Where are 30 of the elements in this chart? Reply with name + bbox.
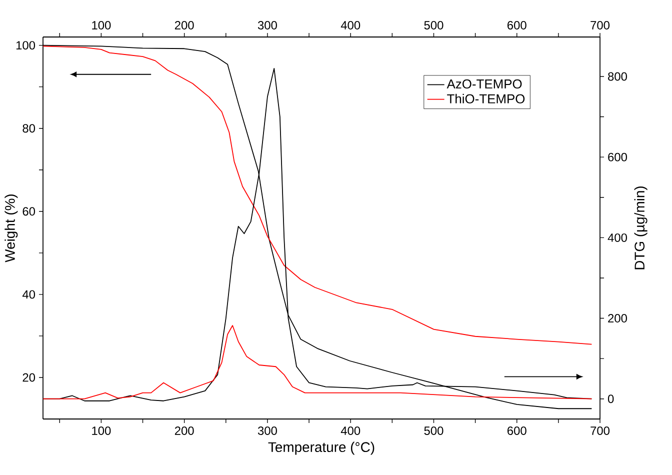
y2-tick-label: 600 xyxy=(608,152,627,162)
x2-tick-label: 700 xyxy=(590,21,610,30)
y-tick-label: 40 xyxy=(22,290,36,299)
y-tick-label: 80 xyxy=(22,124,36,133)
y-axis-title: Weight (%) xyxy=(4,194,18,262)
y2-tick-label: 0 xyxy=(608,394,614,404)
x-tick-label: 500 xyxy=(424,426,444,435)
y2-tick-label: 800 xyxy=(608,72,627,81)
x2-tick-label: 400 xyxy=(340,21,360,30)
x-axis-title: Temperature (°C) xyxy=(268,442,374,455)
x2-tick-label: 300 xyxy=(258,21,277,30)
x-tick-label: 300 xyxy=(258,426,277,435)
x-tick-label: 600 xyxy=(508,426,526,435)
x2-tick-label: 100 xyxy=(92,21,111,30)
legend-label: AzO-TEMPO xyxy=(446,79,522,89)
x-tick-label: 700 xyxy=(590,426,610,435)
x2-tick-label: 200 xyxy=(174,21,194,30)
x2-tick-label: 600 xyxy=(508,21,526,30)
legend-label: ThiO-TEMPO xyxy=(447,94,525,104)
y-tick-label: 100 xyxy=(16,41,36,50)
x2-tick-label: 500 xyxy=(424,21,444,30)
y-tick-label: 60 xyxy=(22,207,36,216)
x-tick-label: 200 xyxy=(174,426,194,435)
y2-axis-title: DTG (µg/min) xyxy=(634,186,648,270)
x-tick-label: 400 xyxy=(340,426,360,435)
line-series xyxy=(43,46,592,345)
y2-tick-label: 400 xyxy=(608,233,627,242)
x-tick-label: 100 xyxy=(92,426,111,435)
y-tick-label: 20 xyxy=(22,373,36,382)
y2-tick-label: 200 xyxy=(608,314,627,322)
